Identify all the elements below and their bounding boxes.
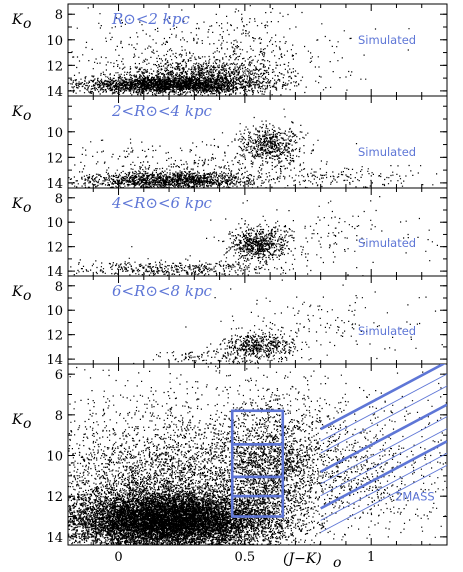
strip-edge <box>320 373 447 442</box>
y-tick-label: 8 <box>55 8 63 23</box>
y-axis-label-subscript: o <box>23 416 31 432</box>
y-axis-label-subscript: o <box>23 16 31 32</box>
y-tick-label: 12 <box>46 59 63 74</box>
y-tick-label: 14 <box>46 531 63 546</box>
y-axis-label: K <box>11 12 24 28</box>
y-tick-label: 10 <box>46 304 63 319</box>
y-tick-label: 12 <box>46 329 63 344</box>
panel-frame <box>67 363 448 546</box>
y-tick-label: 10 <box>46 126 63 141</box>
x-axis-label: (J−K) <box>283 551 322 567</box>
y-tick-label: 8 <box>55 280 63 295</box>
panel-2: 10 12 14 K o 2<R⊙<4 kpc Simulated <box>11 95 448 192</box>
panel-4: 8 10 12 14 K o 6<R⊙<8 kpc Simulated <box>11 275 448 368</box>
strip-edge <box>320 452 447 521</box>
y-tick-label: 12 <box>46 241 63 256</box>
strip-edge <box>320 428 447 497</box>
y-axis-label-subscript: o <box>23 108 31 124</box>
x-axis-label-subscript: o <box>333 555 341 571</box>
y-tick-label: 14 <box>46 265 63 280</box>
y-axis-label: K <box>11 412 24 428</box>
y-tick-label: 10 <box>46 34 63 49</box>
y-tick-label: 14 <box>46 177 63 192</box>
panel-1: 8 10 12 14 K o R⊙<2 kpc Simulated <box>11 3 448 100</box>
x-tick-label: 0.5 <box>235 550 256 565</box>
y-tick-label: 14 <box>46 85 63 100</box>
y-tick-label: 10 <box>46 216 63 231</box>
panel-title: 6<R⊙<8 kpc <box>112 282 213 300</box>
x-tick-label: 1 <box>367 550 375 565</box>
panel-title: R⊙<2 kpc <box>111 10 190 28</box>
strip-line <box>320 403 447 473</box>
panel-3: 8 10 12 14 K o 4<R⊙<6 kpc Simulated <box>11 187 448 280</box>
strip-edge <box>320 385 447 454</box>
selection-box <box>230 494 285 518</box>
scatter-points <box>68 108 438 188</box>
y-axis-label-subscript: o <box>23 288 31 304</box>
x-tick-label: 0 <box>114 550 122 565</box>
y-axis-label: K <box>11 284 24 300</box>
scatter-points <box>68 5 410 96</box>
panel-5: 6 8 10 12 14 0 0.5 1 K o 2MASS <box>11 363 448 565</box>
strip-line <box>320 440 447 510</box>
scatter-points <box>68 365 447 545</box>
strip-line <box>320 364 446 431</box>
y-tick-label: 12 <box>46 490 63 505</box>
y-tick-label: 8 <box>55 192 63 207</box>
y-tick-label: 6 <box>55 368 63 383</box>
strip-edge <box>320 464 447 533</box>
y-tick-label: 12 <box>46 151 63 166</box>
panel-annotation: Simulated <box>358 236 416 250</box>
y-axis-label: K <box>11 196 24 212</box>
panel-title: 2<R⊙<4 kpc <box>111 102 213 120</box>
strip-edge <box>320 416 447 485</box>
panel-annotation: Simulated <box>358 145 416 159</box>
y-tick-label: 8 <box>55 409 63 424</box>
y-axis-label: K <box>11 104 24 120</box>
y-axis-label-subscript: o <box>23 200 31 216</box>
panel-annotation: Simulated <box>358 33 416 47</box>
panel-annotation: 2MASS <box>395 489 435 503</box>
panel-title: 4<R⊙<6 kpc <box>111 194 213 212</box>
panel-annotation: Simulated <box>358 324 416 338</box>
y-tick-label: 10 <box>46 450 63 465</box>
y-tick-label: 14 <box>46 353 63 368</box>
